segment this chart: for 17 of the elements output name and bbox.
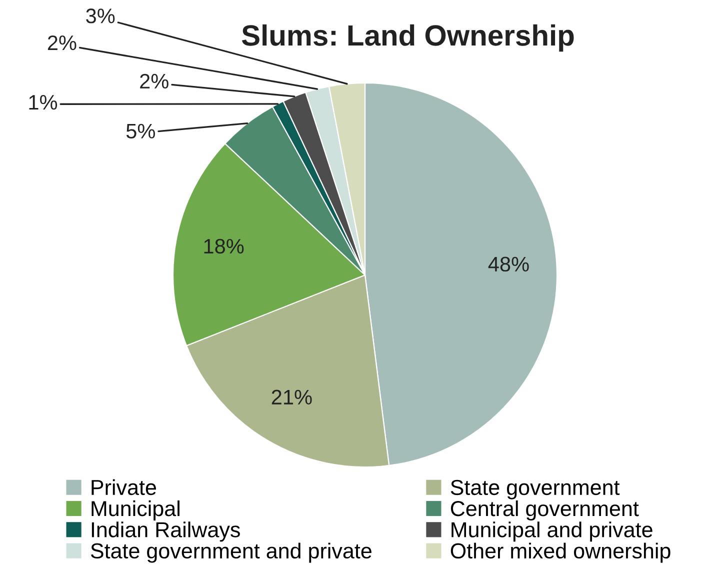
text: Slums: Land Ownership bbox=[242, 24, 574, 52]
legend-label: Central government bbox=[450, 500, 639, 520]
data-label: 48% bbox=[488, 256, 529, 272]
data-label: 21% bbox=[272, 390, 312, 404]
legend-label: Indian Railways bbox=[92, 522, 240, 542]
data-label: 2% bbox=[48, 35, 76, 50]
legend-label: State government and private bbox=[90, 542, 372, 563]
data-label: 5% bbox=[126, 124, 155, 139]
legend-label: Other mixed ownership bbox=[450, 542, 670, 563]
legend-label: Municipal bbox=[92, 500, 180, 520]
legend-label: Private bbox=[92, 479, 156, 496]
data-label: 18% bbox=[204, 238, 244, 254]
data-label: 1% bbox=[29, 95, 58, 110]
legend-label: Municipal and private bbox=[452, 522, 652, 542]
legend-label: State government bbox=[450, 480, 620, 500]
data-label: 2% bbox=[140, 74, 168, 89]
data-label: 3% bbox=[86, 8, 115, 24]
